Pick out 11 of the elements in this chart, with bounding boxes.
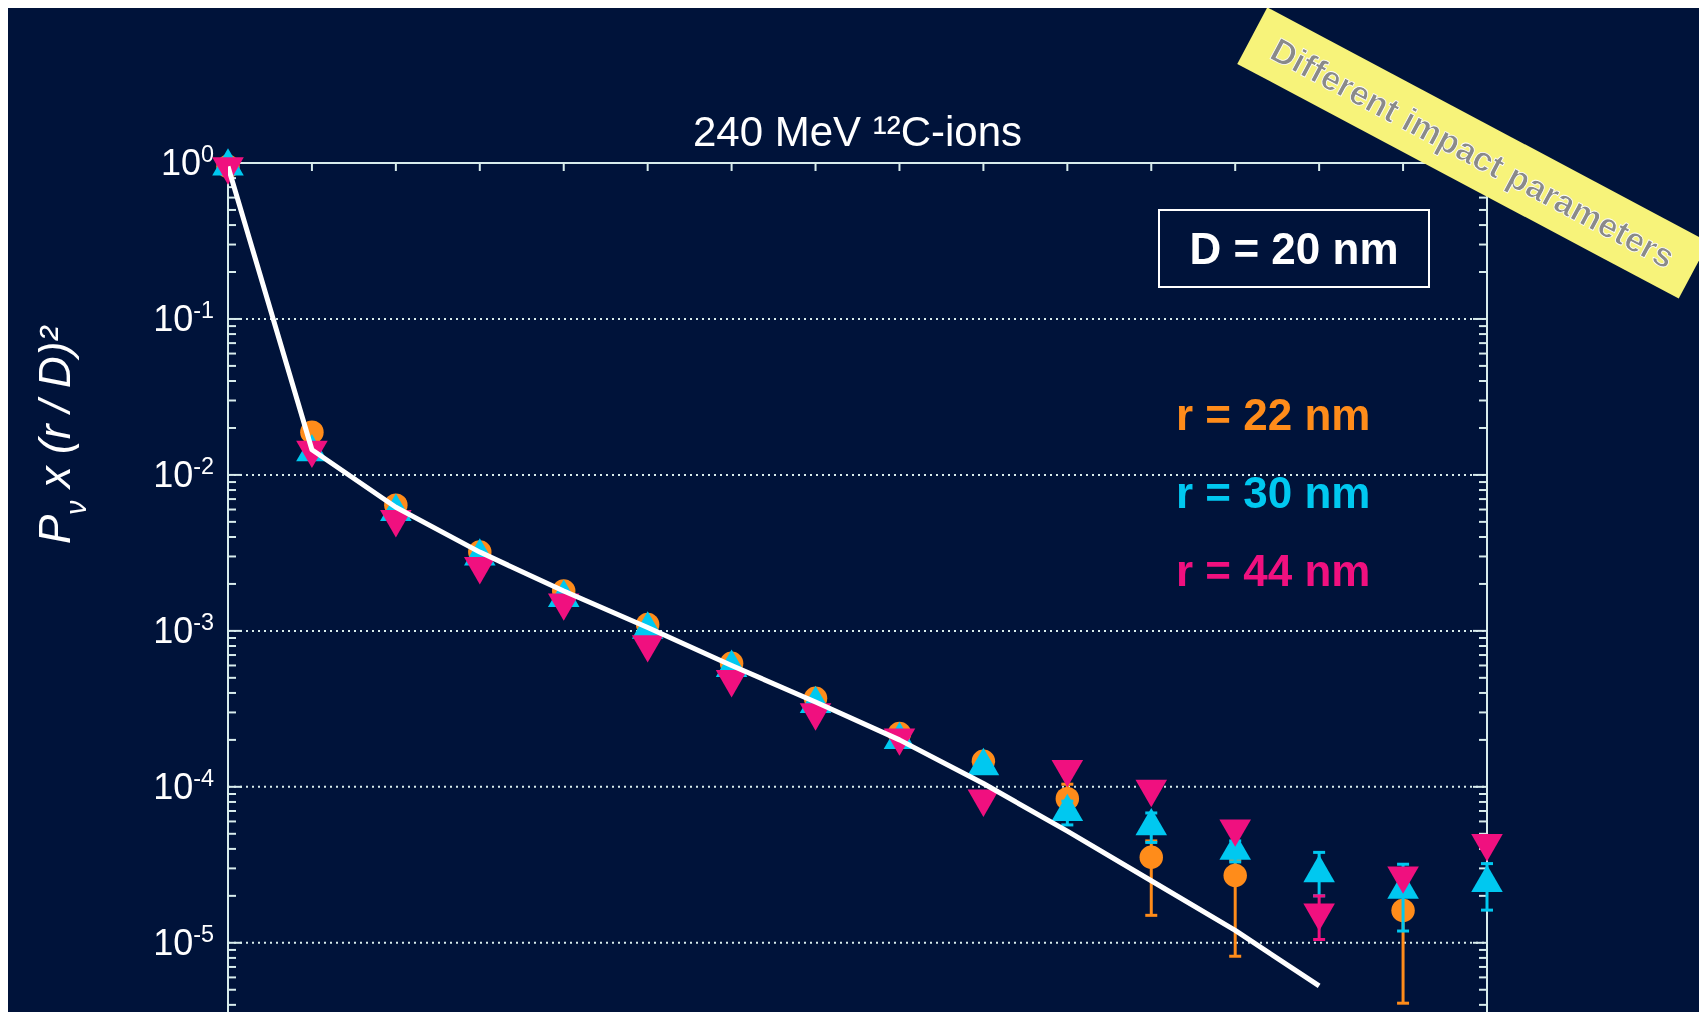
- text: r = 44 nm: [1176, 546, 1371, 595]
- y-tick-label: 10$^{0}$: [160, 141, 214, 183]
- annotation: D = 20 nm: [1189, 224, 1399, 273]
- y-tick-label: 10$^{-3}$: [153, 608, 214, 651]
- y-tick-label: 10$^{-4}$: [153, 764, 214, 807]
- y-tick-label: 10$^{-2}$: [153, 452, 214, 495]
- y-tick-label: 10$^{-1}$: [153, 296, 214, 339]
- chart-title: 240 MeV ¹²C-ions: [692, 108, 1023, 155]
- text: r = 30 nm: [1176, 468, 1371, 517]
- y-tick-label: 10$^{-5}$: [153, 920, 214, 963]
- text: r = 22 nm: [1176, 390, 1371, 439]
